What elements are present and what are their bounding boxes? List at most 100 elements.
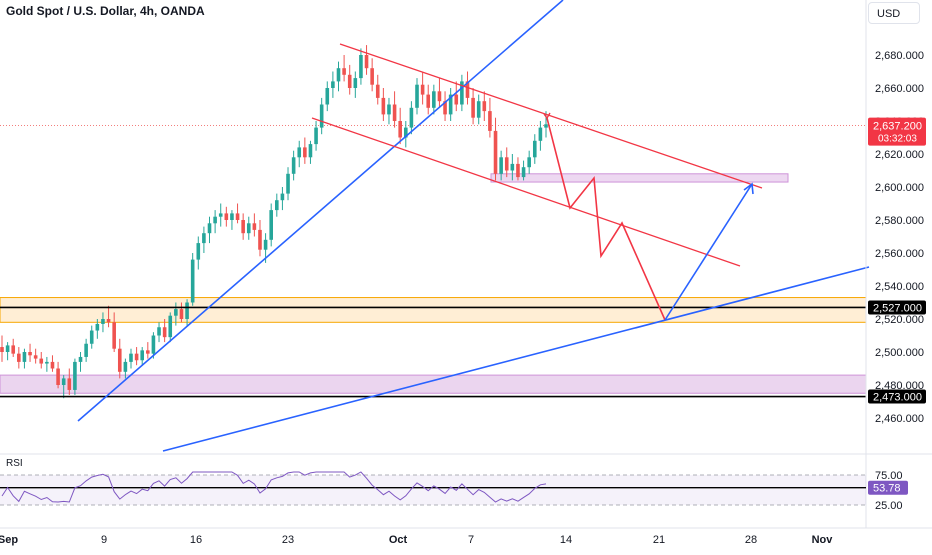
y-tick-label: 2,680.000 (875, 50, 924, 62)
level-label-1: 2,527.000 (873, 302, 922, 314)
x-tick-label: 7 (468, 534, 474, 546)
candle-body (325, 88, 330, 105)
candle-body (151, 335, 156, 354)
candle-body (224, 213, 229, 220)
candle-body (521, 167, 526, 178)
candle-body (482, 101, 487, 112)
x-tick-label: 14 (560, 534, 572, 546)
channel-upper-line (339, 43, 763, 189)
candle-body (61, 378, 66, 385)
candle-body (280, 193, 285, 201)
level-label-2: 2,473.000 (873, 392, 922, 404)
candle-body (22, 352, 27, 362)
candle-body (403, 127, 408, 138)
candle-body (409, 107, 414, 128)
candle-body (241, 220, 245, 234)
x-tick-label: 21 (653, 534, 665, 546)
candle-body (50, 361, 55, 369)
candle-body (89, 330, 94, 344)
candle-body (364, 55, 369, 69)
level-label-bg-2 (868, 389, 926, 404)
projection-arrowhead (743, 182, 754, 195)
candle-body (381, 97, 386, 115)
projection-start-arrow (543, 112, 551, 120)
zone-purple-support (0, 374, 867, 394)
candle-body (218, 213, 223, 217)
currency-button[interactable]: USD (868, 2, 920, 24)
candle-body (11, 345, 16, 354)
candle-body (67, 378, 72, 390)
candle-body (499, 157, 503, 174)
candle-body (392, 104, 397, 121)
level-label-bg-1 (868, 300, 926, 315)
candle-body (5, 345, 10, 352)
candle-body (471, 97, 475, 118)
x-tick-label: 23 (282, 534, 294, 546)
candle-body (353, 78, 358, 88)
candle-body (510, 163, 515, 171)
x-tick-label: Nov (812, 534, 834, 546)
candle-body (269, 210, 273, 240)
x-tick-label: Sep (0, 534, 18, 546)
countdown-label: 03:32:03 (878, 134, 917, 145)
candle-body (544, 124, 548, 128)
x-tick-label: 9 (101, 534, 107, 546)
candle-body (235, 213, 240, 220)
candle-body (106, 319, 111, 323)
candle-body (157, 327, 161, 336)
candle-body (17, 353, 21, 362)
candle-body (476, 101, 481, 118)
candle-body (56, 368, 60, 385)
candle-body (0, 347, 4, 352)
candle-body (162, 327, 167, 338)
candle-body (488, 111, 492, 131)
candle-body (342, 68, 346, 75)
x-tick-label: Oct (389, 534, 408, 546)
trendline-1 (77, 0, 564, 422)
candle-body (516, 163, 520, 178)
candle-body (448, 94, 453, 115)
trendline-2 (162, 266, 870, 452)
candle-body (460, 81, 464, 105)
candle-body (246, 223, 251, 234)
rsi-line (1, 471, 547, 503)
candle-body (443, 101, 447, 115)
candle-body (73, 361, 77, 390)
candle-body (314, 127, 318, 145)
y-tick-label: 2,460.000 (875, 413, 924, 425)
rsi-value-bg (868, 480, 908, 495)
candle-body (347, 74, 352, 88)
candle-body (95, 323, 100, 331)
candle-body (432, 91, 436, 108)
candle-body (493, 130, 498, 174)
y-tick-label: 2,520.000 (875, 314, 924, 326)
candle-body (134, 353, 139, 361)
projection-path-red (546, 117, 666, 321)
candle-body (190, 259, 195, 303)
candle-body (258, 229, 262, 250)
candle-body (437, 91, 442, 102)
chart-title: Gold Spot / U.S. Dollar, 4h, OANDA (6, 4, 205, 18)
y-tick-label: 2,480.000 (875, 380, 924, 392)
candle-body (532, 140, 537, 158)
candle-body (140, 350, 145, 361)
candle-body (33, 355, 38, 359)
candle-body (196, 243, 201, 260)
candle-body (370, 68, 374, 85)
candle-body (319, 104, 324, 128)
candle-body (359, 55, 363, 79)
candle-body (168, 315, 173, 338)
candle-body (179, 309, 184, 319)
candle-body (538, 127, 543, 141)
y-tick-label: 2,540.000 (875, 281, 924, 293)
x-tick-label: 28 (745, 534, 757, 546)
current-price-bg (868, 117, 926, 146)
candle-body (28, 352, 32, 356)
candle-body (230, 213, 234, 220)
candle-body (308, 144, 313, 158)
candle-body (185, 302, 189, 319)
candle-body (454, 94, 459, 105)
candle-body (291, 157, 296, 174)
rsi-tick-label: 25.00 (875, 500, 903, 512)
